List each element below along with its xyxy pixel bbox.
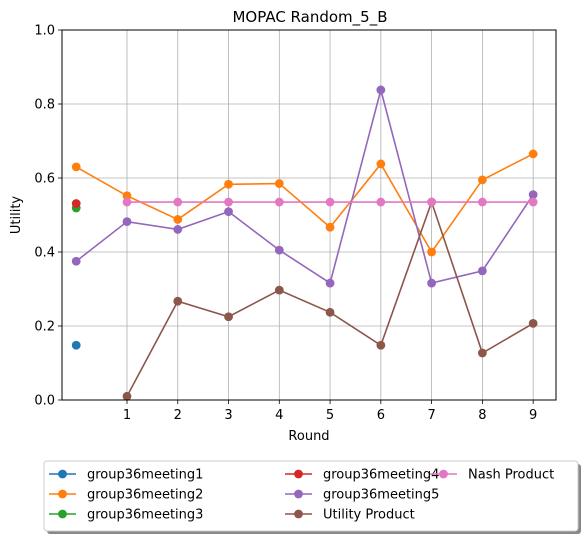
legend-marker (439, 469, 448, 479)
data-point-nash-product (477, 197, 487, 207)
legend-label: group36meeting5 (323, 488, 439, 503)
data-point-nash-product (376, 197, 386, 207)
data-point-group36meeting2 (71, 162, 81, 172)
data-point-utility-product (376, 340, 386, 350)
y-tick-label: 1.0 (34, 24, 55, 39)
data-point-group36meeting5 (427, 278, 437, 288)
data-point-group36meeting5 (274, 245, 284, 255)
legend: group36meeting1 group36meeting2 group36mee… (43, 460, 581, 534)
y-tick-label: 0.8 (34, 98, 55, 113)
data-point-nash-product (224, 197, 233, 207)
data-point-group36meeting2 (224, 179, 233, 189)
data-point-group36meeting2 (325, 222, 335, 232)
y-tick-label: 0.4 (34, 246, 55, 261)
y-tick-label: 0.2 (34, 320, 55, 335)
data-point-utility-product (122, 391, 132, 401)
chart-title: MOPAC Random_5_B (232, 8, 387, 27)
x-tick-label: 6 (377, 408, 385, 423)
legend-marker (58, 509, 67, 519)
legend-label: group36meeting4 (323, 468, 439, 483)
data-point-group36meeting5 (528, 190, 538, 200)
legend-marker (58, 469, 67, 479)
data-point-nash-product (325, 197, 335, 207)
x-tick-label: 9 (529, 408, 537, 423)
plot-frame (61, 29, 557, 401)
y-tick-label: 0.0 (34, 394, 55, 409)
legend-marker (58, 489, 67, 499)
data-point-group36meeting5 (376, 85, 386, 95)
y-axis-label: Utility (9, 196, 24, 235)
data-point-utility-product (528, 319, 538, 328)
legend-marker (294, 469, 303, 479)
legend-label: Nash Product (468, 468, 554, 483)
legend-label: Utility Product (323, 508, 415, 523)
data-point-utility-product (224, 312, 233, 322)
data-point-utility-product (173, 296, 183, 306)
data-point-group36meeting5 (477, 266, 487, 276)
data-point-group36meeting5 (173, 225, 183, 234)
x-tick-label: 2 (174, 408, 182, 423)
series-layer (71, 85, 538, 401)
legend-label: group36meeting1 (87, 468, 203, 483)
data-point-group36meeting5 (224, 207, 233, 217)
x-tick-label: 4 (275, 408, 283, 423)
data-point-group36meeting2 (376, 159, 386, 169)
data-point-utility-product (325, 307, 335, 317)
legend-label: group36meeting2 (87, 488, 203, 503)
data-point-nash-product (173, 197, 183, 207)
data-point-group36meeting5 (122, 217, 132, 227)
x-tick-label: 5 (326, 408, 334, 423)
data-point-group36meeting2 (427, 247, 437, 257)
data-point-nash-product (274, 197, 284, 207)
y-tick-label: 0.6 (34, 172, 55, 187)
x-tick-label: 3 (224, 408, 232, 423)
data-point-group36meeting5 (325, 278, 335, 288)
axis-ticks: 1 2 3 4 5 6 7 8 9 0.0 0.2 0.4 0.6 0.8 1.0 (34, 24, 537, 424)
data-point-group36meeting2 (122, 191, 132, 201)
data-point-group36meeting5 (71, 256, 81, 266)
data-point-utility-product (274, 285, 284, 295)
data-point-nash-product (427, 197, 437, 207)
x-tick-label: 1 (123, 408, 131, 423)
legend-label: group36meeting3 (87, 508, 203, 523)
data-point-group36meeting4 (71, 199, 81, 208)
series-line-group36meeting2 (75, 153, 534, 254)
data-point-group36meeting1 (71, 340, 81, 350)
data-point-group36meeting2 (173, 215, 183, 224)
x-tick-label: 8 (478, 408, 486, 423)
data-point-group36meeting2 (528, 149, 538, 159)
legend-box (43, 460, 579, 532)
x-tick-label: 7 (427, 408, 435, 423)
legend-marker (294, 509, 303, 519)
legend-marker (294, 489, 303, 499)
data-point-nash-product (122, 197, 132, 207)
data-point-group36meeting2 (274, 179, 284, 188)
data-point-group36meeting2 (477, 175, 487, 185)
data-point-nash-product (528, 197, 538, 207)
data-point-utility-product (477, 348, 487, 358)
x-axis-label: Round (288, 429, 329, 444)
